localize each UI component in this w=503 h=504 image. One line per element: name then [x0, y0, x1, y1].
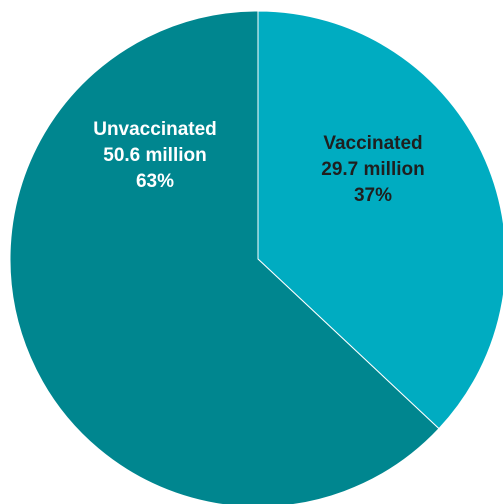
slice-label-vaccinated: Vaccinated 29.7 million 37% — [293, 131, 453, 209]
slice-percent-vaccinated: 37% — [353, 185, 393, 206]
pie-slice-unvaccinated — [9, 10, 440, 504]
pie-slice-vaccinated — [257, 10, 503, 430]
slice-value-unvaccinated: 50.6 million — [103, 145, 207, 166]
pie-slices — [9, 10, 503, 504]
slice-percent-unvaccinated: 63% — [135, 171, 175, 192]
slice-name-unvaccinated: Unvaccinated — [93, 119, 217, 140]
slice-label-unvaccinated: Unvaccinated 50.6 million 63% — [74, 117, 236, 195]
slice-value-vaccinated: 29.7 million — [321, 159, 425, 180]
slice-name-vaccinated: Vaccinated — [323, 133, 423, 154]
